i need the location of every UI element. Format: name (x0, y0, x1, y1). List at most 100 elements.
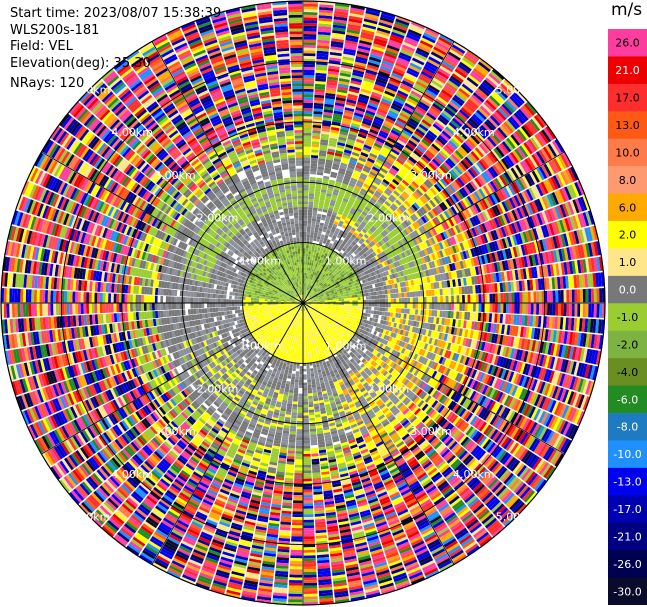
gate-cell (324, 167, 332, 172)
gate-cell (303, 77, 315, 81)
gate-cell (348, 182, 356, 188)
gate-cell (360, 34, 374, 41)
gate-cell (343, 307, 347, 310)
gate-cell (314, 196, 320, 200)
gate-cell (303, 193, 309, 197)
gate-cell (317, 169, 324, 173)
gate-cell (303, 297, 305, 301)
gate-cell (312, 133, 321, 137)
gate-cell (308, 248, 312, 252)
gate-cell (599, 303, 603, 318)
gate-cell (392, 26, 407, 34)
gate-cell (345, 104, 356, 110)
gate-cell (437, 303, 441, 310)
gate-cell (303, 168, 310, 172)
gate-cell (308, 251, 312, 255)
gate-cell (364, 162, 373, 169)
gate-cell (354, 185, 362, 191)
gate-cell (303, 11, 318, 16)
gate-cell (321, 263, 325, 268)
gate-cell (311, 277, 315, 281)
gate-cell (309, 279, 312, 283)
gate-cell (321, 131, 330, 135)
gate-cell (428, 309, 432, 317)
gate-cell (323, 111, 333, 116)
gate-cell (462, 294, 465, 303)
gate-cell (341, 59, 354, 64)
gate-cell (307, 290, 310, 294)
gate-cell (327, 148, 336, 153)
gate-cell (368, 292, 372, 296)
gate-cell (317, 45, 330, 49)
gate-cell (347, 185, 355, 190)
gate-cell (359, 128, 369, 134)
gate-cell (321, 251, 326, 256)
gate-cell (303, 289, 305, 293)
gate-cell (346, 298, 350, 301)
gate-cell (382, 298, 386, 303)
gate-cell (363, 183, 370, 189)
gate-cell (503, 292, 507, 303)
gate-cell (318, 227, 323, 232)
gate-cell (321, 214, 327, 219)
gate-cell (393, 23, 408, 32)
gate-cell (314, 97, 324, 101)
gate-cell (305, 295, 307, 299)
gate-cell (303, 143, 311, 147)
gate-cell (387, 307, 391, 312)
gate-cell (303, 154, 311, 158)
gate-cell (352, 297, 356, 301)
gate-cell (367, 61, 380, 68)
gate-cell (325, 195, 332, 200)
gate-cell (352, 190, 359, 196)
gate-cell (566, 289, 570, 303)
gate-cell (303, 17, 318, 21)
gate-cell (593, 303, 597, 318)
gate-cell (332, 27, 346, 32)
gate-cell (356, 291, 360, 295)
gate-cell (415, 297, 419, 303)
gate-cell (316, 171, 324, 176)
gate-cell (315, 224, 320, 228)
gate-cell (439, 310, 443, 318)
gate-cell (303, 217, 308, 221)
gate-cell (385, 49, 398, 57)
gate-cell (307, 226, 311, 230)
gate-cell (303, 198, 309, 202)
gate-cell (399, 52, 412, 60)
gate-cell (439, 288, 443, 296)
gate-cell (382, 294, 386, 299)
gate-cell (325, 95, 336, 100)
gate-cell (303, 231, 307, 235)
gate-cell (525, 303, 529, 315)
gate-cell (533, 291, 537, 303)
gate-cell (402, 44, 416, 52)
gate-cell (574, 303, 578, 317)
gate-cell (329, 240, 334, 245)
gate-cell (305, 292, 307, 296)
gate-cell (547, 303, 551, 316)
gate-cell (350, 125, 360, 131)
gate-cell (378, 132, 388, 139)
gate-cell (344, 192, 351, 198)
gate-cell (343, 222, 349, 227)
gate-cell (409, 23, 424, 32)
gate-cell (310, 157, 318, 161)
gate-cell (368, 59, 381, 66)
gate-cell (332, 223, 338, 228)
gate-cell (365, 178, 373, 184)
gate-cell (538, 291, 542, 303)
gate-cell (337, 196, 344, 201)
gate-cell (362, 167, 370, 174)
gate-cell (308, 279, 311, 283)
gate-cell (319, 256, 323, 261)
gate-cell (315, 188, 321, 192)
gate-cell (320, 266, 324, 270)
gate-cell (309, 262, 312, 266)
gate-cell (378, 290, 383, 295)
gate-cell (497, 303, 501, 313)
gate-cell (343, 50, 356, 56)
gate-cell (310, 163, 318, 167)
gate-cell (356, 138, 365, 144)
gate-cell (382, 95, 393, 103)
